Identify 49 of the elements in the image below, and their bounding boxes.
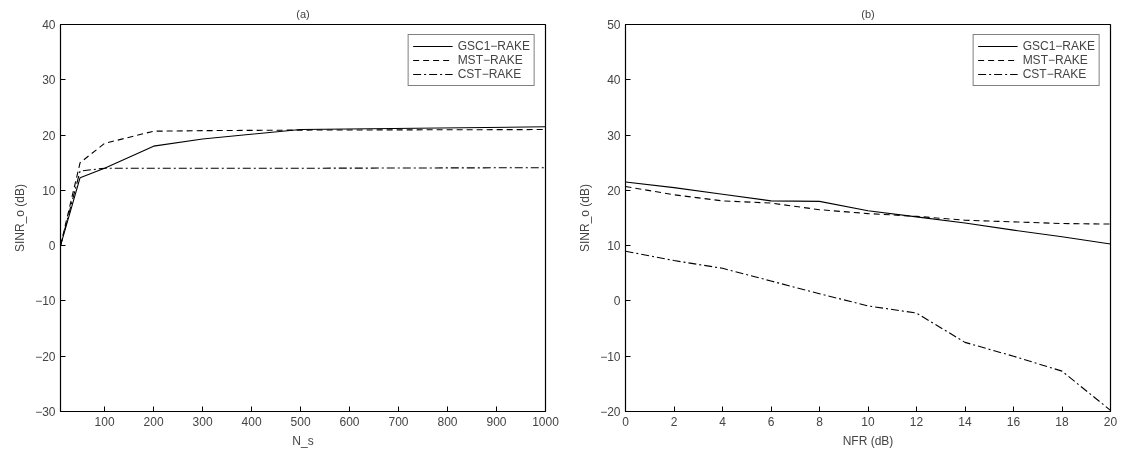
chart-title: (a) (296, 7, 310, 20)
legend-label: GSC1−RAKE (1022, 39, 1095, 53)
x-tick-label: 600 (339, 414, 360, 429)
x-tick-label: 100 (94, 414, 115, 429)
y-tick-label: 20 (42, 128, 56, 143)
y-tick-label: 40 (42, 18, 56, 32)
y-tick-label: −30 (35, 405, 56, 419)
y-tick-label: 10 (42, 183, 56, 198)
y-tick-label: −10 (600, 349, 621, 364)
legend-label: MST−RAKE (457, 53, 523, 67)
y-tick-label: 0 (613, 294, 621, 309)
x-tick-label: 200 (143, 414, 164, 429)
x-tick-label: 900 (486, 414, 507, 429)
legend-label: CST−RAKE (1022, 67, 1087, 81)
y-axis-title: SINR_o (dB) (13, 183, 28, 253)
legend-label: GSC1−RAKE (457, 39, 530, 53)
x-tick-label: 14 (958, 414, 972, 429)
x-tick-label: 700 (388, 414, 409, 429)
y-tick-label: 0 (48, 239, 56, 254)
y-tick-label: 30 (607, 128, 621, 143)
x-tick-label: 20 (1103, 414, 1118, 429)
x-tick-label: 16 (1006, 414, 1021, 429)
y-tick-label: −10 (35, 294, 56, 309)
y-tick-label: 30 (42, 73, 56, 88)
x-tick-label: 400 (241, 414, 262, 429)
y-tick-label: 20 (607, 183, 621, 198)
y-tick-label: −20 (35, 349, 56, 364)
x-tick-label: 8 (816, 414, 824, 429)
x-axis-title: N_s (292, 433, 314, 448)
x-tick-label: 800 (437, 414, 458, 429)
x-tick-label: 4 (719, 414, 727, 429)
x-tick-label: 12 (909, 414, 924, 429)
legend-label: CST−RAKE (457, 67, 522, 81)
line-series (625, 181, 1111, 245)
x-axis-title: NFR (dB) (842, 433, 894, 448)
x-tick-label: 10 (861, 414, 875, 429)
y-tick-label: 40 (607, 73, 621, 88)
y-tick-label: −20 (600, 405, 621, 419)
x-tick-label: 6 (767, 414, 775, 429)
x-tick-label: 2 (670, 414, 678, 429)
legend-label: MST−RAKE (1022, 53, 1088, 67)
x-tick-label: 18 (1055, 414, 1069, 429)
chart-title: (b) (861, 7, 875, 20)
y-tick-label: 50 (607, 18, 621, 32)
x-tick-label: 300 (192, 414, 213, 429)
y-axis-title: SINR_o (dB) (578, 183, 593, 253)
x-tick-label: 1000 (532, 414, 560, 429)
y-tick-label: 10 (607, 239, 621, 254)
x-tick-label: 500 (290, 414, 311, 429)
